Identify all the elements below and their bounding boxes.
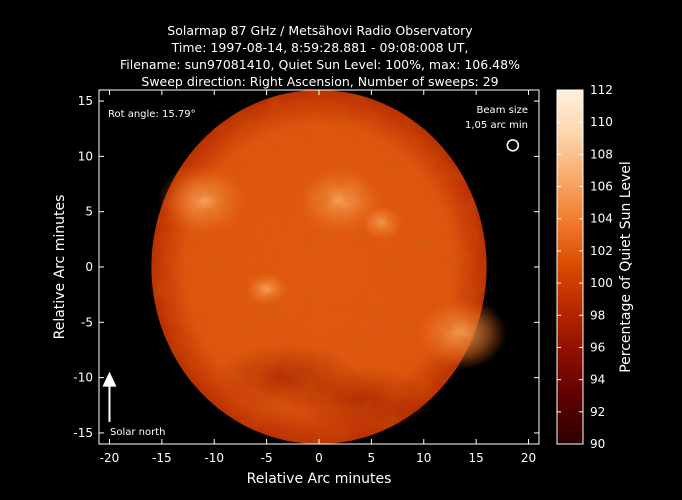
colorbar-tick-label: 112 bbox=[590, 83, 613, 97]
colorbar-tick-label: 100 bbox=[590, 276, 613, 290]
title-line-4: Sweep direction: Right Ascension, Number… bbox=[141, 74, 499, 89]
colorbar-tick-label: 94 bbox=[590, 373, 605, 387]
x-tick-label: -20 bbox=[100, 451, 120, 465]
y-tick-label: -5 bbox=[81, 315, 93, 329]
title-line-1: Solarmap 87 GHz / Metsähovi Radio Observ… bbox=[167, 23, 473, 38]
beam-size-label: Beam size bbox=[477, 105, 528, 116]
y-axis-title: Relative Arc minutes bbox=[52, 195, 68, 340]
colorbar-tick-label: 104 bbox=[590, 212, 613, 226]
colorbar-title: Percentage of Quiet Sun Level bbox=[618, 161, 634, 373]
x-tick-label: 20 bbox=[521, 451, 536, 465]
x-tick-label: 10 bbox=[416, 451, 431, 465]
x-tick-label: 5 bbox=[368, 451, 376, 465]
plot-area bbox=[99, 90, 539, 444]
chart-title: Solarmap 87 GHz / Metsähovi Radio Observ… bbox=[0, 22, 640, 90]
x-tick-label: -10 bbox=[204, 451, 224, 465]
beam-size-marker bbox=[506, 139, 520, 152]
colorbar-tick-label: 110 bbox=[590, 115, 613, 129]
solar-north-arrow bbox=[102, 371, 117, 422]
colorbar-ticks: 90 92 94 96 98 100 102 104 106 108 110 112 bbox=[557, 83, 613, 451]
colorbar bbox=[556, 89, 584, 445]
y-tick-label: 5 bbox=[85, 205, 93, 219]
colorbar-tick-label: 90 bbox=[590, 437, 605, 451]
title-line-3: Filename: sun97081410, Quiet Sun Level: … bbox=[120, 57, 520, 72]
beam-size-value: 1,05 arc min bbox=[465, 120, 528, 131]
colorbar-tick-label: 98 bbox=[590, 308, 605, 322]
x-tick-label: -5 bbox=[261, 451, 273, 465]
y-tick-label: 10 bbox=[78, 149, 93, 163]
x-axis-title: Relative Arc minutes bbox=[247, 471, 392, 487]
sun-disk-group bbox=[151, 90, 507, 444]
y-tick-label: 15 bbox=[78, 94, 93, 108]
x-tick-label: -15 bbox=[152, 451, 172, 465]
disk-texture bbox=[151, 90, 487, 444]
colorbar-tick-label: 108 bbox=[590, 147, 613, 161]
colorbar-tick-label: 92 bbox=[590, 405, 605, 419]
colorbar-tick-label: 102 bbox=[590, 244, 613, 258]
axes: -20 -15 -10 -5 0 5 10 15 20 -15 -10 -5 0 5 10 15 bbox=[73, 90, 539, 465]
solar-north-label: Solar north bbox=[110, 427, 166, 438]
y-tick-label: -15 bbox=[73, 426, 93, 440]
north-arrow-head bbox=[102, 371, 117, 387]
colorbar-tick-label: 106 bbox=[590, 180, 613, 194]
colorbar-tick-label: 96 bbox=[590, 340, 605, 354]
x-tick-label: 15 bbox=[469, 451, 484, 465]
title-line-2: Time: 1997-08-14, 8:59:28.881 - 09:08:00… bbox=[171, 40, 469, 55]
rot-angle-label: Rot angle: 15.79° bbox=[108, 109, 196, 120]
y-tick-label: 0 bbox=[85, 260, 93, 274]
x-tick-label: 0 bbox=[315, 451, 323, 465]
y-tick-label: -10 bbox=[73, 371, 93, 385]
